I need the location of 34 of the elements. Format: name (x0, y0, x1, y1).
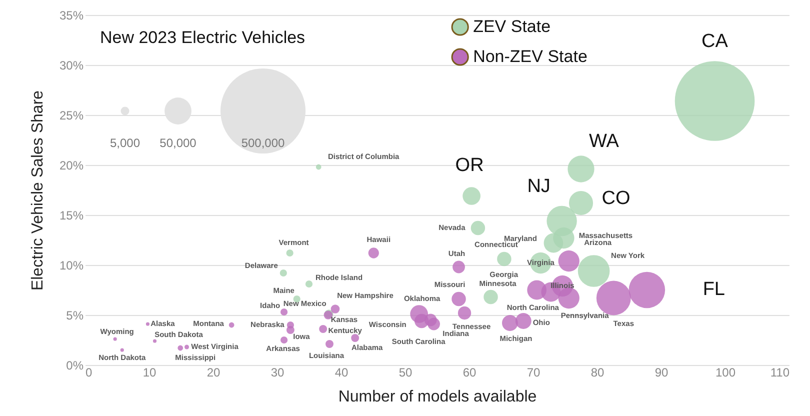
legend-label: Non-ZEV State (473, 47, 588, 66)
y-tick-label: 30% (59, 58, 84, 72)
y-tick-label: 15% (59, 208, 84, 222)
annotation: OR (455, 155, 484, 176)
legend-title: New 2023 Electric Vehicles (100, 28, 306, 47)
x-tick-label: 40 (334, 366, 348, 380)
annotation: FL (702, 279, 726, 300)
x-tick-label: 50 (398, 366, 412, 380)
y-tick-label: 25% (59, 108, 84, 122)
x-tick-label: 110 (770, 366, 790, 380)
x-tick-label: 0 (86, 366, 92, 380)
legend-label: 5,000 (110, 136, 140, 150)
x-tick-label: 20 (206, 366, 220, 380)
x-tick-label: 100 (715, 366, 736, 380)
y-axis-title: Electric Vehicle Sales Share (29, 90, 46, 291)
annotation: NJ (527, 176, 550, 197)
legend-label: 50,000 (160, 136, 197, 150)
legend-label: 500,000 (241, 136, 286, 150)
x-axis-title: Number of models available (338, 388, 537, 406)
legend-label: ZEV State (473, 17, 551, 36)
x-tick-label: 90 (654, 366, 668, 380)
x-tick-label: 10 (142, 366, 156, 380)
y-tick-label: 5% (66, 308, 84, 322)
x-tick-label: 60 (462, 366, 476, 380)
y-tick-label: 20% (59, 158, 84, 172)
x-tick-label: 70 (526, 366, 540, 380)
annotation: WA (589, 131, 620, 152)
x-tick-label: 80 (590, 366, 604, 380)
annotation: CA (702, 31, 728, 52)
y-tick-label: 35% (59, 8, 84, 22)
annotation: CO (602, 188, 630, 209)
x-tick-label: 30 (270, 366, 284, 380)
y-tick-label: 10% (59, 258, 84, 272)
y-tick-label: 0% (66, 358, 84, 372)
